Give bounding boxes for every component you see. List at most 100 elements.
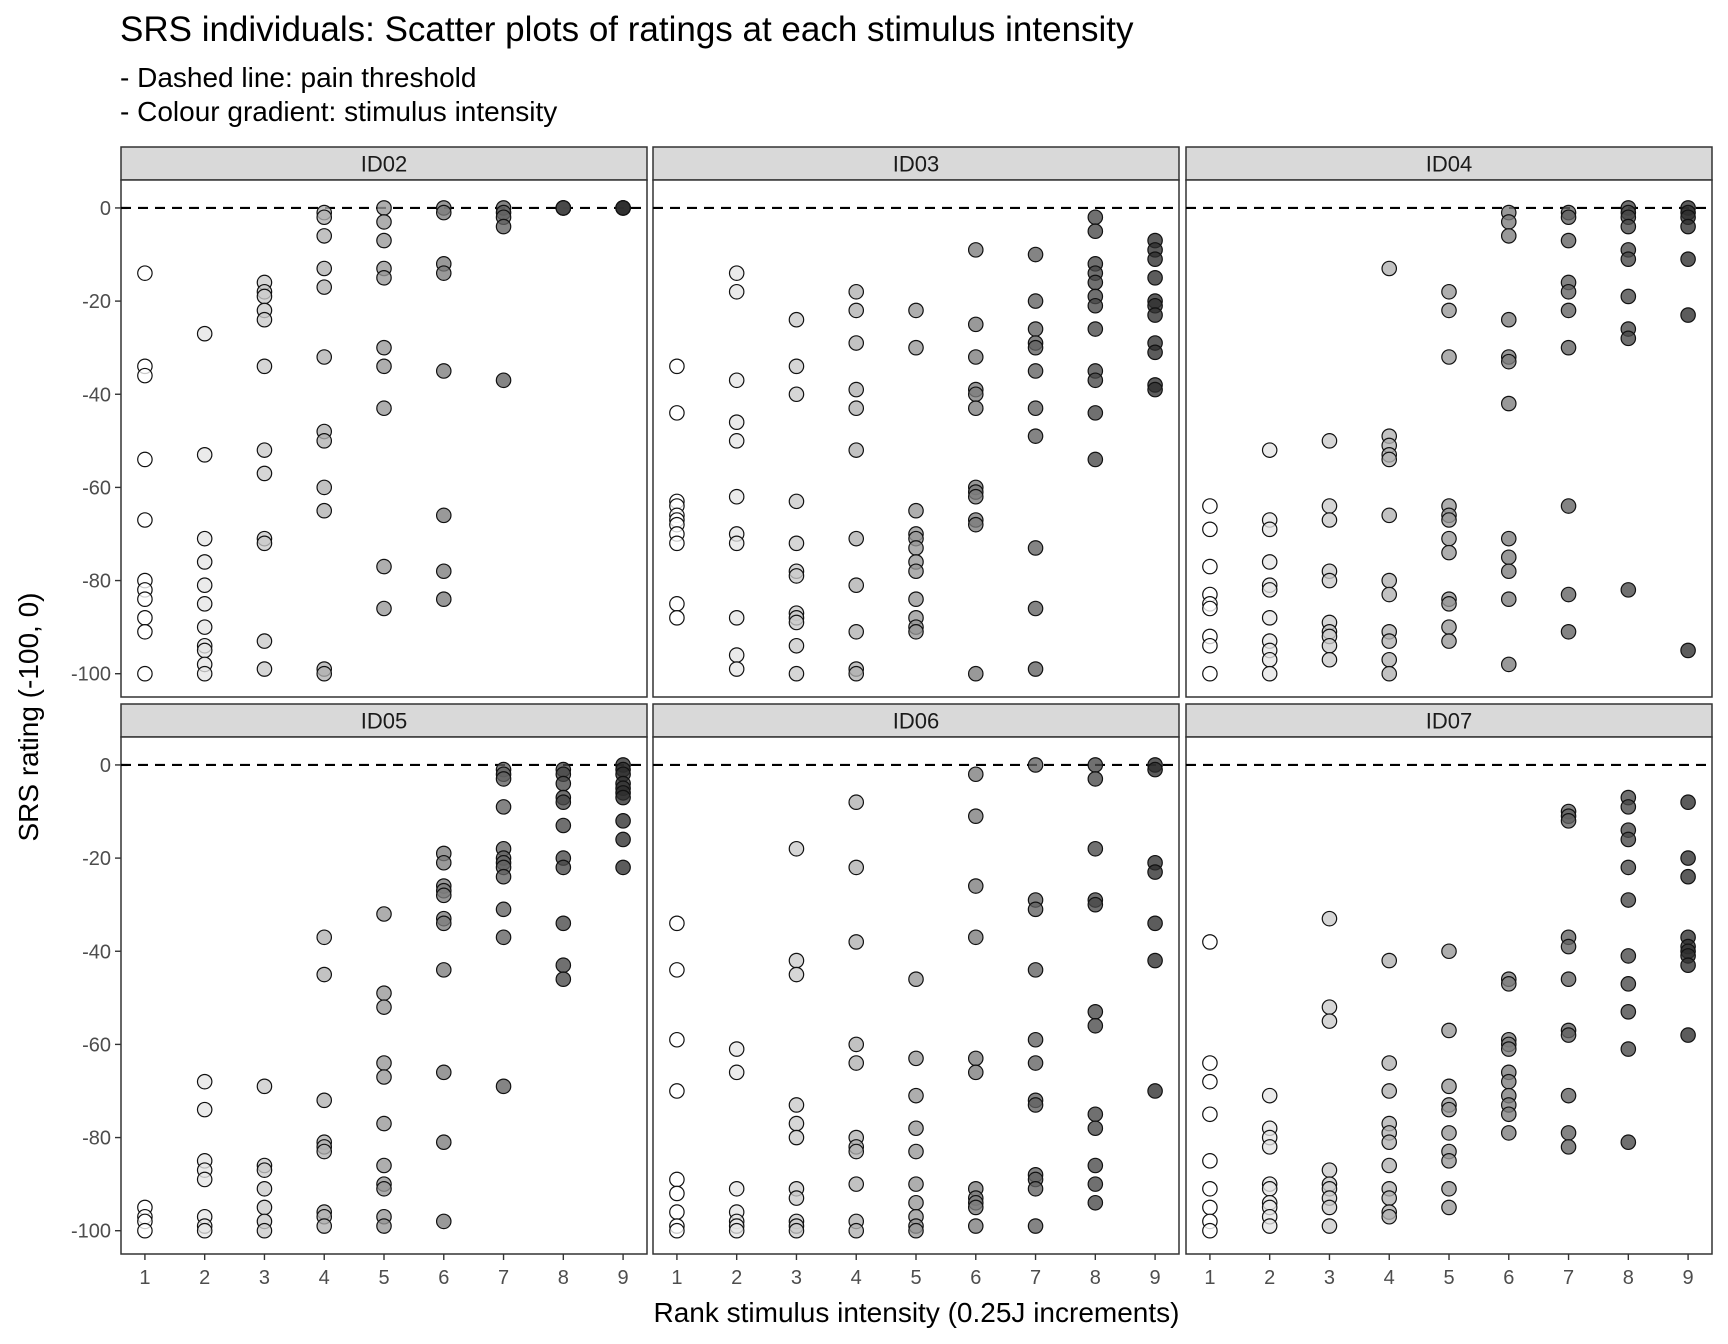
- point-id07-21: [1321, 1013, 1338, 1029]
- x-tick-label-id05-2: 2: [199, 1267, 210, 1289]
- point-id02-14: [196, 554, 213, 570]
- point-id03-98: [1147, 307, 1163, 323]
- point-id03-46: [908, 339, 924, 356]
- point-id05-27: [316, 1218, 333, 1234]
- point-id04-53: [1441, 633, 1457, 649]
- y-tick-label-id02-100: -100: [71, 664, 111, 686]
- point-id02-39: [316, 349, 333, 365]
- point-id03-74: [1027, 363, 1044, 379]
- point-id05-58: [495, 868, 512, 885]
- x-tick-label-id07-2: 2: [1264, 1267, 1275, 1289]
- x-tick-label-id06-7: 7: [1030, 1267, 1041, 1289]
- point-id06-75: [1087, 896, 1104, 913]
- point-id07-28: [1381, 952, 1398, 969]
- point-id02-71: [555, 200, 572, 216]
- point-id04-71: [1560, 302, 1577, 319]
- point-id02-29: [256, 465, 273, 482]
- x-tick-label-id06-4: 4: [851, 1267, 862, 1289]
- point-id06-66: [1027, 1097, 1044, 1113]
- point-id03-33: [788, 665, 805, 682]
- point-id03-65: [967, 488, 984, 505]
- point-id04-39: [1381, 633, 1398, 649]
- point-id04-85: [1620, 582, 1637, 598]
- point-id06-87: [1147, 915, 1163, 932]
- chart-title: SRS individuals: Scatter plots of rating…: [120, 10, 1134, 49]
- point-id07-59: [1500, 1125, 1517, 1141]
- point-id05-16: [256, 1199, 273, 1216]
- chart-subtitle-line-1: - Dashed line: pain threshold: [120, 62, 477, 93]
- point-id06-79: [1087, 1120, 1104, 1137]
- point-id04-40: [1381, 651, 1398, 668]
- point-id07-80: [1620, 1041, 1637, 1057]
- point-id03-71: [1027, 321, 1044, 337]
- point-id05-8: [196, 1171, 213, 1188]
- point-id07-26: [1321, 1199, 1338, 1216]
- point-id03-44: [848, 665, 865, 682]
- point-id07-19: [1321, 910, 1338, 927]
- point-id04-72: [1560, 339, 1577, 356]
- x-tick-label-id07-4: 4: [1384, 1267, 1395, 1289]
- point-id05-60: [495, 929, 512, 946]
- point-id02-24: [256, 288, 273, 305]
- facet-strip-id07: [1185, 703, 1713, 738]
- y-tick-label-id05-20: -20: [82, 848, 111, 870]
- point-id07-40: [1441, 1022, 1457, 1039]
- point-id05-21: [316, 1092, 333, 1109]
- point-id03-25: [788, 493, 805, 510]
- point-id03-79: [1027, 661, 1044, 677]
- facet-strip-id02: [120, 146, 648, 181]
- facet-strip-id06: [652, 703, 1180, 738]
- point-id06-38: [908, 971, 924, 987]
- point-id07-4: [1202, 1153, 1218, 1169]
- point-id03-40: [848, 530, 865, 547]
- point-id03-56: [908, 623, 924, 640]
- point-id06-29: [848, 934, 865, 950]
- point-id07-1: [1202, 1055, 1218, 1071]
- point-id03-59: [967, 349, 984, 365]
- point-id06-0: [669, 915, 685, 932]
- point-id05-81: [615, 831, 631, 848]
- point-id04-55: [1500, 214, 1517, 230]
- point-id04-74: [1560, 586, 1577, 603]
- point-id04-43: [1441, 302, 1457, 319]
- point-id04-48: [1441, 530, 1457, 547]
- point-id06-88: [1147, 952, 1163, 969]
- facet-strip-id03: [652, 146, 1180, 181]
- point-id07-79: [1620, 1004, 1637, 1020]
- point-id05-71: [555, 957, 572, 974]
- point-id02-3: [137, 451, 153, 468]
- point-id04-62: [1500, 549, 1517, 566]
- point-id03-24: [788, 386, 805, 403]
- point-id02-11: [196, 325, 213, 342]
- point-id06-48: [967, 766, 984, 783]
- point-id02-8: [137, 610, 153, 626]
- x-tick-label-id06-5: 5: [910, 1267, 921, 1289]
- point-id06-37: [848, 1222, 865, 1239]
- point-id06-61: [1027, 901, 1044, 918]
- point-id07-38: [1381, 1208, 1398, 1225]
- point-id04-63: [1500, 563, 1517, 580]
- point-id04-20: [1321, 433, 1338, 449]
- point-id02-59: [435, 265, 452, 281]
- point-id02-32: [256, 633, 273, 649]
- point-id07-44: [1441, 1125, 1457, 1141]
- point-id04-22: [1321, 512, 1338, 528]
- x-tick-label-id05-8: 8: [558, 1267, 569, 1289]
- point-id07-20: [1321, 999, 1338, 1015]
- point-id03-0: [669, 358, 685, 375]
- point-id02-57: [435, 204, 452, 221]
- point-id05-52: [495, 771, 512, 787]
- facet-label-id03: ID03: [893, 152, 939, 177]
- point-id07-5: [1202, 1180, 1218, 1197]
- point-id02-61: [435, 507, 452, 524]
- point-id04-68: [1560, 232, 1577, 249]
- point-id02-43: [316, 502, 333, 519]
- point-id03-34: [848, 283, 865, 300]
- point-id02-31: [256, 535, 273, 552]
- point-id06-59: [1027, 757, 1044, 773]
- point-id04-82: [1620, 288, 1637, 305]
- chart-subtitle-line-2: - Colour gradient: stimulus intensity: [120, 96, 558, 127]
- point-id05-14: [256, 1162, 273, 1178]
- point-id07-74: [1620, 831, 1637, 848]
- point-id04-11: [1261, 521, 1278, 538]
